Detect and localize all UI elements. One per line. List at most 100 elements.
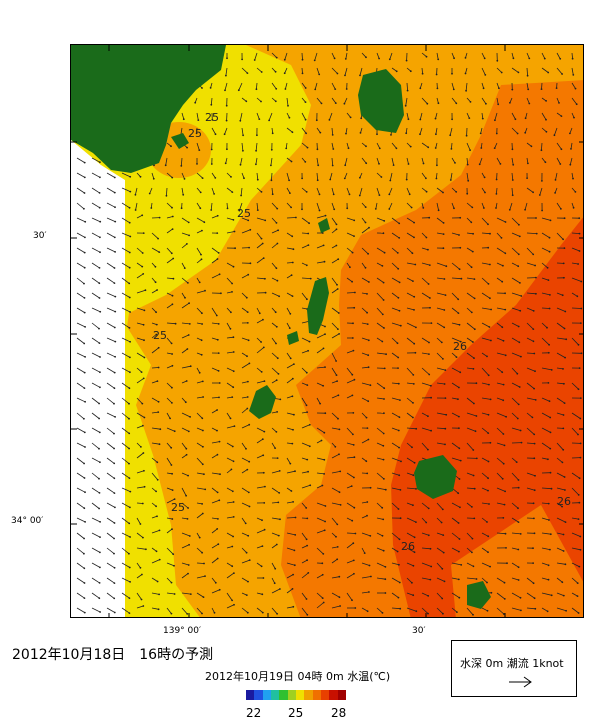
current-vector-head — [474, 430, 477, 433]
current-vector — [226, 231, 235, 234]
current-vector — [376, 52, 380, 59]
current-vector — [271, 588, 281, 594]
current-vector-head — [140, 446, 142, 448]
current-vector — [466, 247, 474, 252]
current-vector — [271, 229, 279, 234]
current-vector — [210, 97, 213, 105]
current-vector-head — [398, 222, 401, 225]
current-vector-head — [519, 429, 522, 432]
current-vector-head — [184, 296, 186, 299]
current-vector — [106, 292, 116, 297]
current-vector-head — [202, 445, 204, 448]
current-vector-head — [381, 340, 384, 343]
current-vector — [256, 545, 263, 549]
current-vector — [346, 187, 350, 195]
current-vector-head — [114, 340, 117, 343]
current-vector-head — [437, 102, 440, 105]
current-vector — [496, 607, 505, 615]
current-vector — [316, 457, 325, 461]
current-vector — [271, 442, 276, 449]
current-vector-head — [428, 373, 431, 376]
current-vector-head — [187, 474, 189, 477]
current-vector-head — [497, 103, 500, 106]
current-vector — [466, 472, 474, 476]
current-vector-head — [487, 246, 490, 249]
current-vector-head — [140, 598, 143, 601]
current-vector-head — [262, 346, 265, 349]
current-vector — [361, 607, 368, 612]
current-vector-head — [487, 223, 489, 226]
current-vector-head — [246, 72, 249, 74]
current-vector — [346, 427, 354, 435]
current-vector-head — [502, 264, 504, 267]
current-vector-head — [143, 339, 145, 342]
current-vector — [196, 217, 205, 223]
current-vector-head — [275, 325, 278, 328]
current-vector-head — [382, 432, 385, 435]
current-vector — [451, 157, 456, 164]
current-vector-head — [366, 610, 369, 613]
current-vector-head — [231, 396, 234, 398]
current-vector — [541, 322, 548, 328]
current-vector — [436, 322, 445, 328]
current-vector-head — [277, 373, 280, 375]
current-vector-head — [445, 413, 448, 416]
current-vector-head — [249, 228, 252, 231]
current-vector — [286, 127, 293, 133]
current-vector-head — [290, 160, 293, 163]
current-vector-head — [516, 417, 519, 420]
current-vector — [301, 545, 308, 549]
current-vector — [166, 228, 173, 234]
axis-ticks — [71, 45, 583, 617]
current-vector — [541, 232, 550, 239]
current-vector-head — [204, 575, 206, 577]
current-vector-head — [520, 355, 522, 358]
contour-label: 26 — [401, 540, 415, 553]
current-vector — [376, 382, 385, 389]
current-vector — [556, 367, 564, 370]
current-vector — [136, 470, 145, 474]
current-vector-head — [171, 489, 174, 491]
current-vector-head — [247, 339, 250, 342]
current-vector-head — [322, 553, 325, 555]
current-vector-head — [487, 432, 490, 434]
current-vector-head — [399, 489, 402, 491]
current-vector — [136, 247, 143, 254]
current-vector-head — [83, 251, 86, 254]
current-vector-head — [319, 131, 322, 134]
current-vector — [136, 322, 144, 326]
current-vector — [526, 442, 535, 444]
current-vector-head — [564, 563, 567, 566]
current-vector — [571, 82, 576, 89]
current-vector — [509, 202, 513, 210]
current-vector-head — [198, 536, 201, 539]
current-vector-head — [570, 148, 572, 150]
current-vector-head — [319, 402, 321, 405]
current-vector — [76, 442, 86, 448]
current-vector-head — [351, 599, 353, 602]
current-vector-head — [534, 264, 536, 267]
current-vector — [180, 157, 183, 166]
current-vector-head — [516, 372, 519, 375]
current-vector — [211, 273, 220, 279]
current-vector-head — [475, 457, 478, 460]
current-vector — [271, 292, 280, 297]
current-vector-head — [459, 506, 461, 509]
current-vector-head — [483, 176, 486, 179]
current-vector — [511, 157, 514, 165]
current-vector-head — [98, 417, 100, 420]
current-vector — [256, 347, 265, 354]
current-vector-head — [535, 217, 537, 219]
current-vector-head — [532, 562, 534, 564]
current-vector-head — [292, 428, 294, 431]
current-vector-head — [157, 411, 160, 413]
current-vector — [481, 97, 487, 105]
current-vector-head — [547, 351, 550, 354]
current-vector-head — [218, 396, 220, 399]
current-vector-head — [550, 594, 553, 597]
current-vector — [361, 217, 366, 223]
current-vector — [556, 322, 565, 329]
current-vector-head — [459, 246, 462, 249]
current-vector-head — [547, 578, 550, 581]
current-vector-head — [270, 164, 272, 167]
